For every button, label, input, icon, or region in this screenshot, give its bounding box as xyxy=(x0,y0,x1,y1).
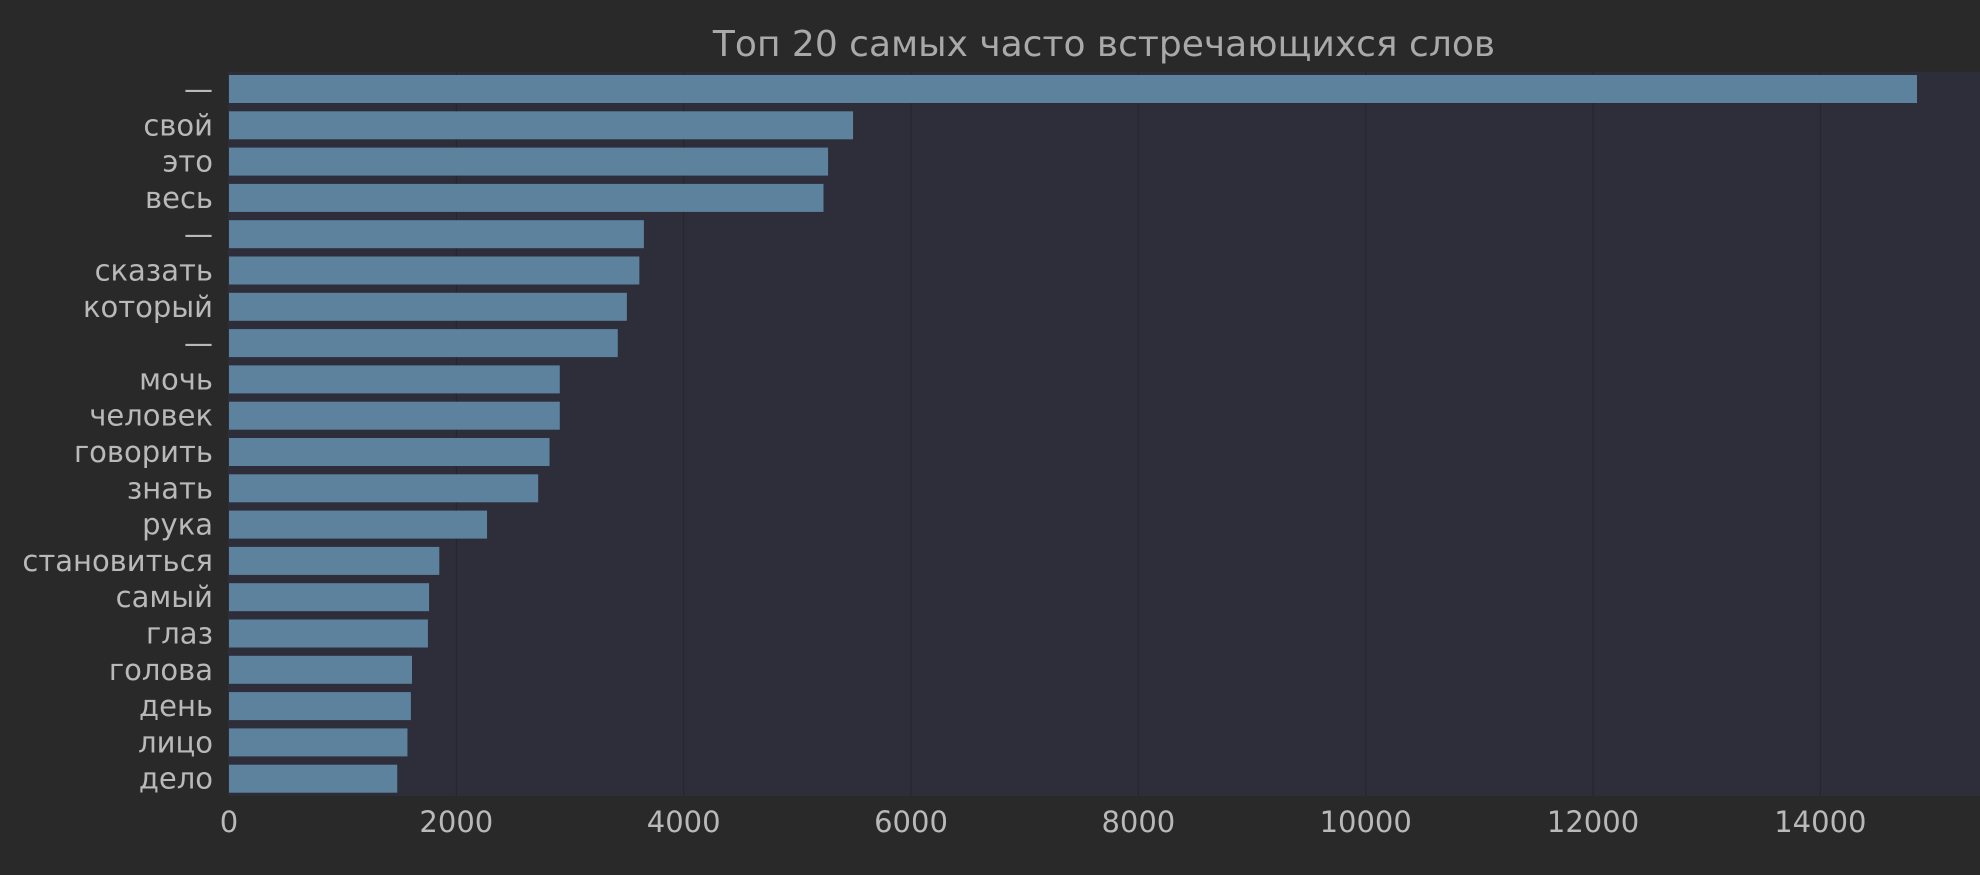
category-label: дело xyxy=(139,762,213,796)
x-tick-label: 12000 xyxy=(1547,805,1639,839)
category-label: свой xyxy=(143,108,213,142)
category-label: лицо xyxy=(138,725,213,759)
category-label: говорить xyxy=(74,435,213,469)
x-tick-label: 14000 xyxy=(1774,805,1866,839)
x-tick-label: 8000 xyxy=(1101,805,1175,839)
bar xyxy=(229,546,440,575)
bar xyxy=(229,474,539,503)
x-tick-label: 0 xyxy=(220,805,238,839)
bar xyxy=(229,292,627,321)
category-label: становиться xyxy=(22,544,213,578)
bar xyxy=(229,401,560,430)
category-label: рука xyxy=(142,508,213,542)
x-tick-label: 2000 xyxy=(419,805,493,839)
x-tick-label: 4000 xyxy=(647,805,721,839)
category-label: человек xyxy=(89,399,213,433)
bar xyxy=(229,655,413,684)
x-tick-label: 6000 xyxy=(874,805,948,839)
bar xyxy=(229,147,829,176)
category-label: — xyxy=(184,217,213,251)
category-label: самый xyxy=(116,580,213,614)
category-labels: —свойэтовесь—сказатькоторый—мочьчеловекг… xyxy=(22,72,213,796)
bar xyxy=(229,220,644,249)
category-label: сказать xyxy=(95,254,213,288)
category-label: мочь xyxy=(139,362,213,396)
category-label: — xyxy=(184,326,213,360)
chart-title: Топ 20 самых часто встречающихся слов xyxy=(712,24,1495,65)
bars xyxy=(229,75,1917,793)
bar xyxy=(229,329,618,358)
bar xyxy=(229,583,430,612)
category-label: знать xyxy=(127,471,213,505)
category-label: который xyxy=(83,290,213,324)
x-tick-label: 10000 xyxy=(1320,805,1412,839)
category-label: — xyxy=(184,72,213,106)
bar xyxy=(229,510,488,539)
bar xyxy=(229,256,640,285)
category-label: глаз xyxy=(146,617,213,651)
x-tick-labels: 0 2000 4000 6000 8000 10000 12000 14000 xyxy=(220,805,1867,839)
bar xyxy=(229,692,411,721)
bar xyxy=(229,365,560,394)
bar xyxy=(229,183,824,212)
category-label: это xyxy=(162,145,213,179)
bar xyxy=(229,728,408,757)
bar xyxy=(229,111,854,140)
bar xyxy=(229,764,398,793)
category-label: весь xyxy=(145,181,213,215)
category-label: голова xyxy=(109,653,213,687)
category-label: день xyxy=(139,689,213,723)
bar xyxy=(229,438,550,466)
bar xyxy=(229,619,428,648)
plot-area xyxy=(228,72,1980,796)
bar xyxy=(229,75,1917,103)
